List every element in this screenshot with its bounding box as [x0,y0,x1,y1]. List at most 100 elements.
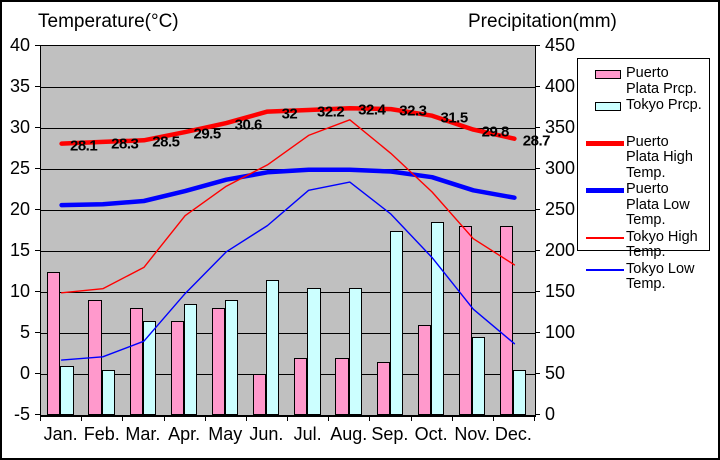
precip-tick-label: 200 [545,240,576,260]
precip-tick-label: 50 [545,363,566,383]
month-tick [410,416,412,421]
precip-tick-label: 300 [545,158,576,178]
legend-line-sample-puerto-plata-high [586,139,626,146]
temp-tick-label: 0 [19,363,30,383]
legend-label: Puerto Plata High Temp. [626,133,693,181]
legend-line-sample-puerto-plata-low [586,186,626,193]
month-tick [451,416,453,421]
bar-puerto-plata-prcp--Jul [294,357,308,415]
legend-label: Puerto Plata Low Temp. [626,181,690,228]
temp-tick-label: 40 [9,35,30,55]
temp-tick-label: 25 [9,158,30,178]
data-label: 28.7 [522,132,551,150]
precip-tick [535,414,540,415]
data-label: 29.8 [481,123,510,141]
bar-tokyo-prcp--Jul [307,287,321,415]
gridline [41,86,535,88]
legend-label: Tokyo Low Temp. [626,260,695,292]
bar-tokyo-prcp--Oct [430,222,445,415]
legend-label: Puerto Plata Prcp. [626,65,697,97]
precip-tick-label: 250 [545,199,576,219]
month-label: Dec. [494,424,532,444]
precip-tick-label: 0 [545,404,556,424]
temp-tick-label: 30 [9,117,30,137]
bar-puerto-plata-prcp--Jun [253,374,267,415]
month-label: Jun. [249,424,284,444]
bar-puerto-plata-prcp--Dec [500,226,514,415]
bar-tokyo-prcp--Apr [183,304,198,415]
temp-tick [35,373,40,374]
temp-tick [35,45,40,46]
data-label: 32.4 [358,101,386,119]
legend-item-tokyo-prcp: Tokyo Prcp. [586,97,705,114]
temp-tick [35,332,40,333]
temp-tick-label: 20 [9,199,30,219]
month-label: Jan. [43,424,78,444]
legend-item-puerto-plata-low: Puerto Plata Low Temp. [586,181,705,229]
bar-puerto-plata-prcp--Apr [170,320,184,415]
precip-tick-label: 350 [545,117,576,137]
precip-tick [535,250,540,251]
legend-label: Tokyo Prcp. [626,97,702,113]
bar-puerto-plata-prcp--Oct [417,324,431,415]
gridline [41,373,535,375]
temp-tick [35,209,40,210]
data-label: 29.5 [193,125,221,143]
temp-tick-label: 5 [19,322,30,342]
plot-area: 28.1 28.3 28.5 29.5 30.6 32 32.2 32.4 32.3 31.5 29… [40,45,551,417]
legend-item-puerto-plata-high: Puerto Plata High Temp. [586,133,705,182]
precip-tick-label: 150 [545,281,576,301]
legend-label: Tokyo High Temp. [626,228,698,260]
month-label: Jul. [293,424,322,444]
temp-tick [35,250,40,251]
month-tick [328,416,330,421]
bar-tokyo-prcp--Mar [142,320,156,415]
bar-puerto-plata-prcp--Sep [376,361,390,415]
month-tick [534,416,535,421]
temp-tick-label: 10 [9,281,30,301]
temp-tick [35,291,40,292]
month-tick [369,416,371,421]
precip-tick [535,45,540,46]
precip-tick-label: 100 [545,322,576,342]
bar-tokyo-prcp--Jan [60,365,74,415]
month-label: Sep. [371,424,409,444]
month-tick [163,416,165,421]
month-label: Feb. [83,424,120,444]
precip-axis-title: Precipitation(mm) [468,11,617,32]
month-label: Mar. [125,424,161,444]
data-label: 32.2 [316,103,345,121]
data-label: 28.3 [111,135,139,153]
bar-tokyo-prcp--Dec [513,369,527,415]
temp-tick [35,168,40,169]
legend-swatch-tokyo-prcp [586,102,626,111]
data-label: 32 [281,105,298,123]
temp-tick [35,127,40,128]
temp-axis-title: Temperature(°C) [38,11,179,32]
legend-item-puerto-plata-prcp: Puerto Plata Prcp. [586,65,705,97]
legend-line-sample-tokyo-high [586,234,626,239]
precip-tick [535,373,540,374]
precip-tick [535,86,540,87]
legend-line-sample-tokyo-low [586,266,626,271]
data-label: 28.1 [69,137,98,155]
month-label: Apr. [168,424,201,444]
temp-tick [35,86,40,87]
data-label: 30.6 [234,116,263,134]
month-label: Nov. [454,424,491,444]
temp-tick [35,414,40,415]
temp-tick-label: 15 [9,240,30,260]
month-label: Oct. [414,424,448,444]
precip-tick [535,291,540,292]
bar-puerto-plata-prcp--Aug [335,357,349,415]
bar-tokyo-prcp--Sep [389,230,403,415]
month-tick [81,416,83,421]
precip-tick-label: 450 [545,35,576,55]
precip-tick [535,168,540,169]
month-tick [40,416,41,421]
line-puerto-plata-low-temp- [59,167,517,208]
bar-tokyo-prcp--Aug [348,287,362,415]
month-label: Aug. [330,424,368,444]
bar-tokyo-prcp--Nov [472,337,486,415]
month-tick [492,416,494,421]
